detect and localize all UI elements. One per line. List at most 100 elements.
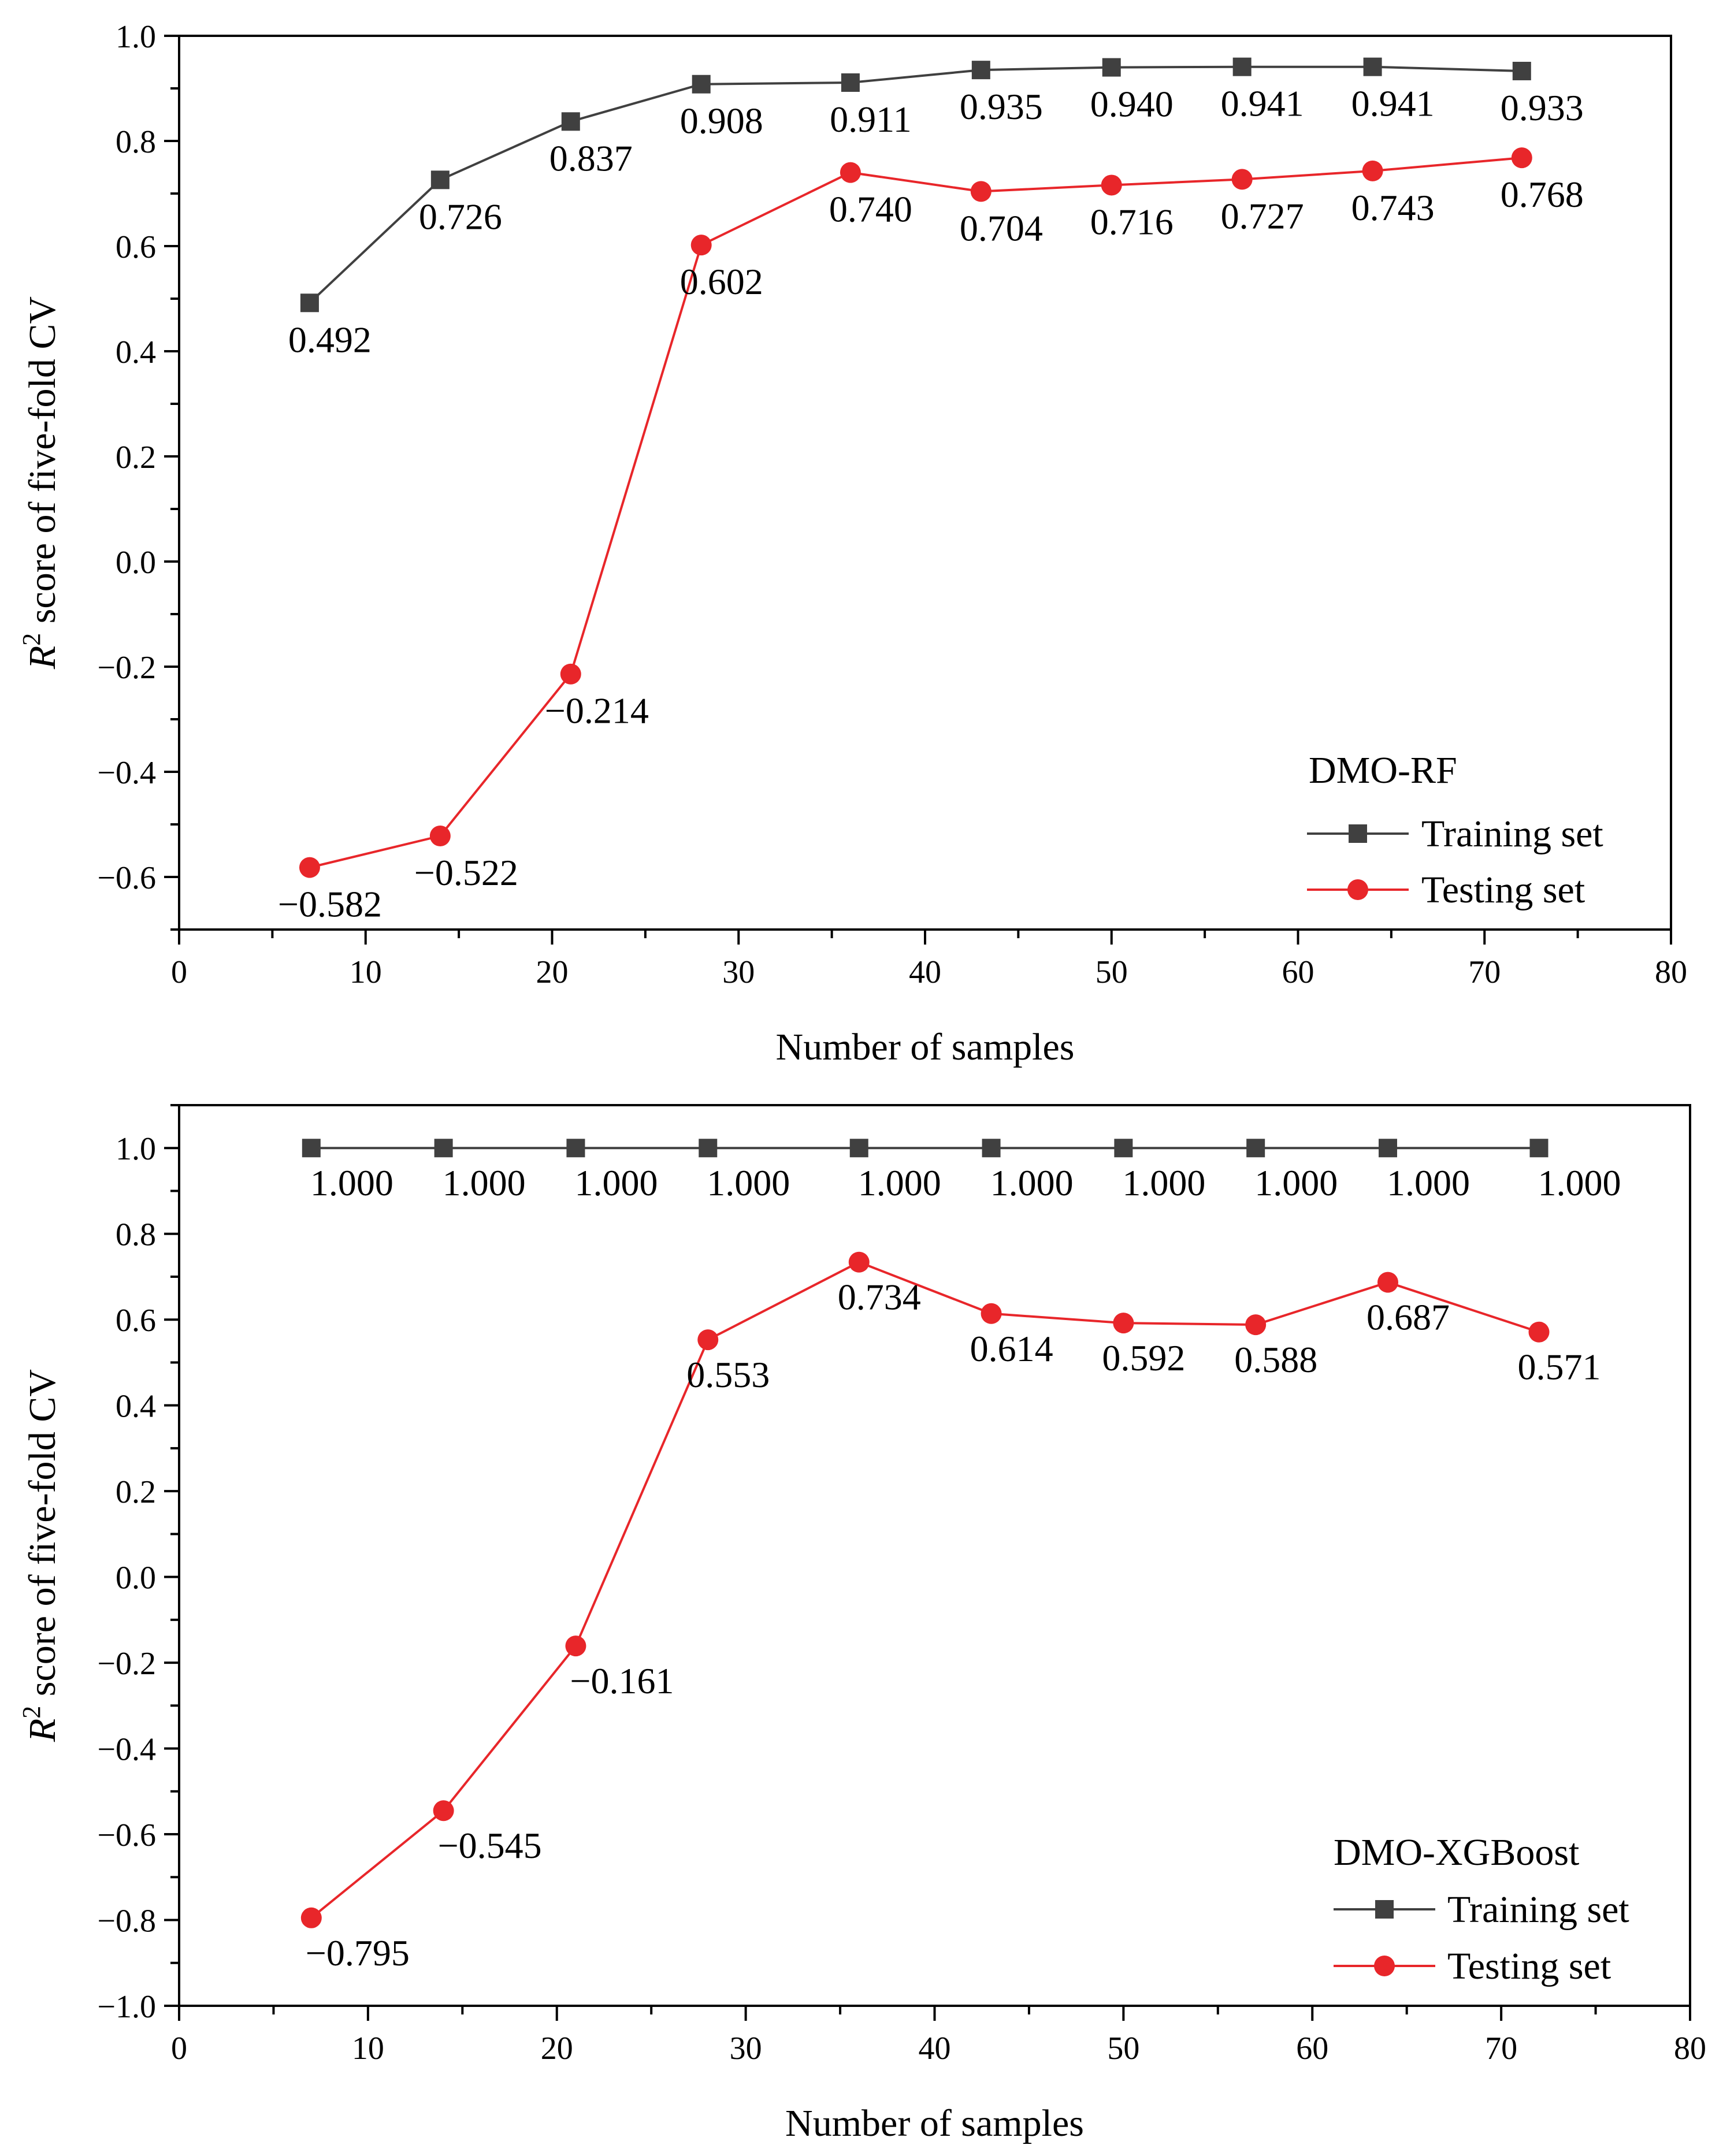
testing-marker [1377,1272,1398,1293]
training-marker [1379,1139,1397,1158]
legend-label: Training set [1447,1889,1629,1931]
testing-marker [840,162,861,183]
training-data-label: 1.000 [1254,1162,1338,1203]
y-axis-title: R2 score of five-fold CV [17,1369,64,1742]
testing-marker [560,663,581,685]
x-tick-label: 10 [350,954,382,990]
testing-data-label: 0.553 [686,1354,770,1395]
training-marker [434,1139,453,1158]
training-data-label: 1.000 [1538,1162,1621,1203]
training-marker [1529,1139,1549,1158]
y-tick-label: 0.0 [116,545,156,581]
y-axis-title-superscript: 2 [17,1706,46,1719]
testing-marker [970,181,992,202]
x-tick-label: 80 [1655,954,1687,990]
training-data-label: 0.941 [1351,83,1435,124]
training-data-label: 1.000 [858,1162,941,1203]
y-axis-title-r: R [21,1719,64,1742]
testing-marker [1528,1321,1550,1343]
testing-marker [1511,147,1532,169]
training-marker [699,1139,718,1158]
testing-marker [981,1303,1002,1324]
testing-data-label: −0.582 [278,884,382,925]
testing-marker [1231,169,1253,190]
testing-data-label: 0.602 [680,261,763,302]
testing-data-label: 0.743 [1351,187,1435,228]
x-tick-label: 20 [536,954,569,990]
training-marker [1512,61,1531,80]
legend-label: Testing set [1447,1945,1611,1987]
training-data-label: 1.000 [990,1162,1074,1203]
x-tick-label: 0 [171,954,187,990]
chart-1: 0 10 20 30 40 50 60 70 80 −0.6 −0.4 −0.2 0.0 0.2 0.4 0.… [17,19,1687,1068]
y-tick-label: 0.4 [116,1389,156,1425]
y-tick-label: 0.8 [116,124,156,160]
legend-circle-marker [1374,1956,1395,1976]
y-tick-label: −0.6 [97,860,156,896]
training-data-label: 0.935 [960,86,1043,127]
x-axis-title: Number of samples [776,1026,1075,1068]
training-data-label: 0.940 [1090,84,1174,125]
legend-square-marker [1349,824,1367,843]
y-tick-label: 0.0 [116,1560,156,1596]
legend-title: DMO-XGBoost [1334,1831,1579,1874]
x-tick-label: 20 [541,2031,573,2066]
training-data-label: 0.726 [419,196,502,237]
legend-title: DMO-RF [1309,749,1457,791]
training-marker [692,75,711,94]
training-marker [1363,57,1382,76]
training-data-label: 1.000 [310,1162,393,1203]
chart-2: 0 10 20 30 40 50 60 70 80 −1.0 −0.8 −0.6 −0.4 −0.2 0.0… [17,1104,1706,2144]
training-marker [849,1139,868,1158]
y-axis-title-rest: score of five-fold CV [21,296,64,633]
testing-marker [697,1329,719,1351]
x-tick-label: 70 [1485,2031,1517,2066]
x-tick-label: 30 [722,954,755,990]
training-data-label: 1.000 [707,1162,790,1203]
y-tick-label: 0.8 [116,1217,156,1253]
legend-label: Training set [1421,813,1603,855]
testing-marker [1101,174,1122,196]
x-tick-label: 50 [1107,2031,1139,2066]
y-tick-label: −1.0 [97,1989,156,2025]
testing-data-label: −0.545 [438,1825,542,1866]
testing-data-label: 0.716 [1090,201,1174,242]
training-marker [561,112,580,131]
legend-label: Testing set [1421,869,1585,911]
y-tick-label: −0.8 [97,1904,156,1939]
testing-marker [433,1800,454,1822]
legend-square-marker [1375,1900,1394,1919]
training-data-label: 0.941 [1221,83,1304,124]
testing-marker [1113,1313,1134,1334]
y-tick-label: −0.2 [97,650,156,686]
training-data-label: 1.000 [574,1162,658,1203]
testing-data-label: 0.734 [838,1277,921,1318]
testing-marker [565,1635,586,1657]
x-tick-label: 80 [1674,2031,1706,2066]
testing-data-label: 0.687 [1366,1297,1450,1338]
testing-marker [690,235,712,256]
testing-data-label: 0.740 [829,189,912,230]
x-tick-label: 40 [919,2031,951,2066]
testing-marker [299,857,320,878]
testing-data-label: 0.727 [1221,195,1304,236]
testing-data-label: 0.614 [970,1328,1053,1369]
y-tick-label: 1.0 [116,1131,156,1167]
training-marker [566,1139,585,1158]
y-tick-label: −0.2 [97,1646,156,1682]
training-data-label: 1.000 [1122,1162,1205,1203]
training-marker [841,73,860,92]
legend: DMO-RF Training set Testing set [1307,749,1603,911]
x-tick-label: 60 [1282,954,1314,990]
y-tick-label: 0.6 [116,229,156,265]
testing-marker [1362,160,1383,181]
x-tick-label: 0 [171,2031,187,2066]
testing-marker [1245,1314,1267,1336]
testing-data-label: 0.592 [1102,1337,1185,1378]
testing-marker [300,1907,322,1928]
training-data-label: 0.492 [288,319,372,360]
training-data-label: 0.911 [830,99,912,140]
y-axis-title-rest: score of five-fold CV [21,1369,64,1706]
x-tick-label: 50 [1096,954,1128,990]
